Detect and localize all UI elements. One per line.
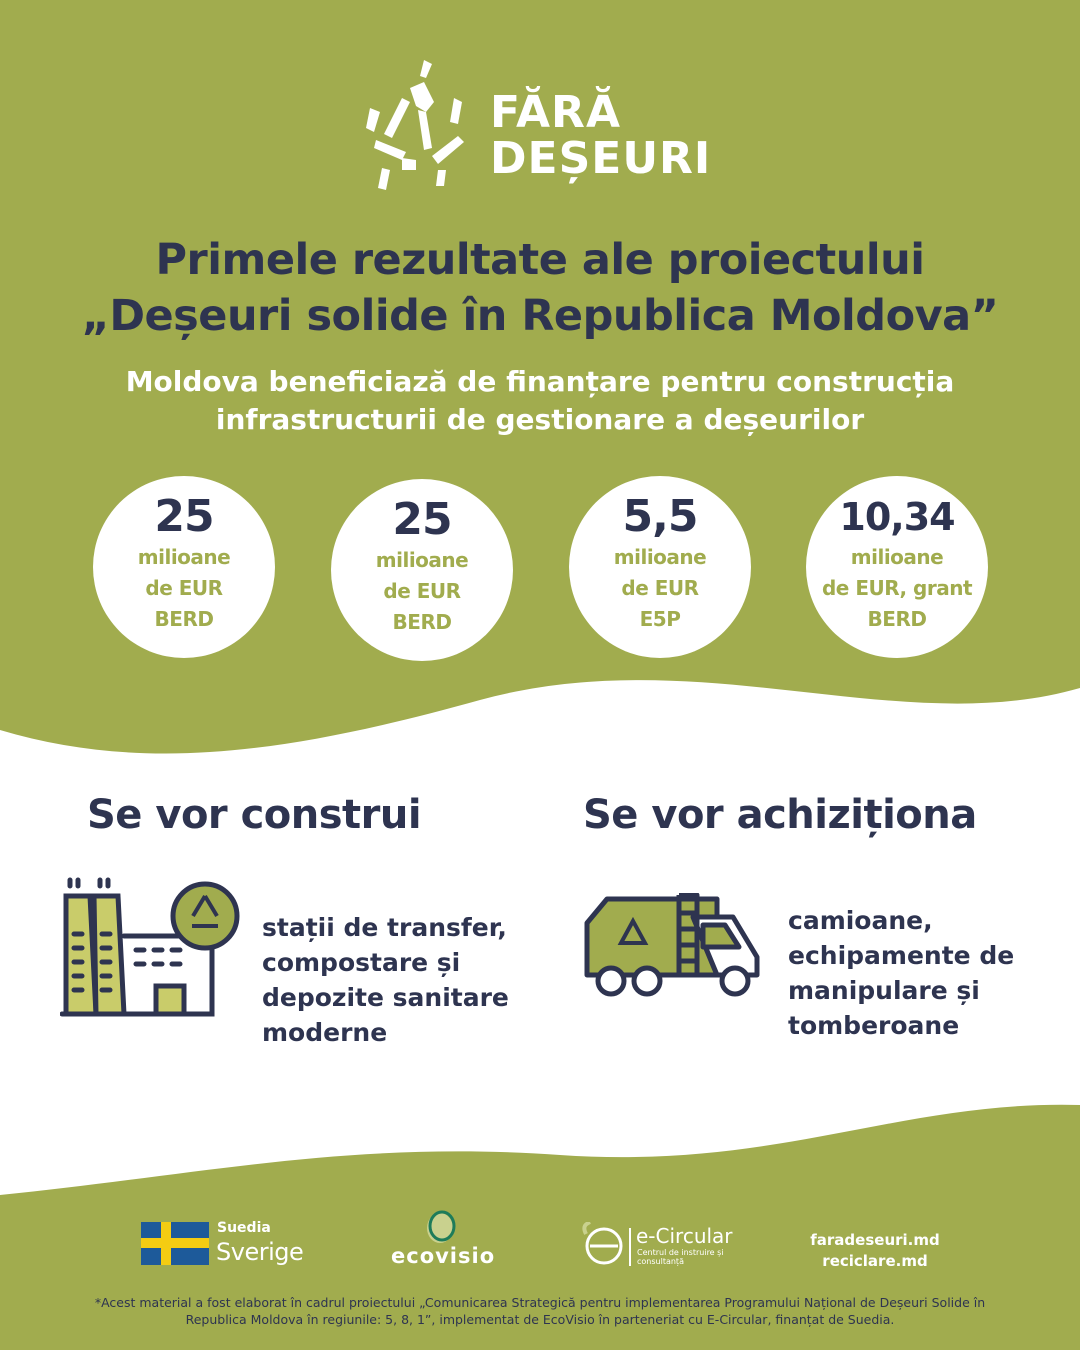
stat-source: BERD	[867, 607, 927, 631]
logo-wordmark: FĂRĂ DEȘEURI	[490, 90, 711, 182]
stat-unit: milioane	[137, 545, 231, 569]
factory-recycle-icon	[60, 877, 240, 1017]
stat-value: 10,34	[839, 495, 955, 539]
desc-line: echipamente de	[788, 941, 1015, 970]
build-description: stații de transfer, compostare și depozi…	[262, 910, 509, 1050]
sweden-label-small: Suedia	[217, 1220, 271, 1236]
garbage-truck-icon	[584, 893, 760, 997]
divider	[629, 1228, 631, 1266]
fara-deseuri-logo-icon	[366, 60, 464, 190]
logo-line-1: FĂRĂ	[490, 87, 621, 138]
stat-currency: de EUR	[145, 576, 223, 600]
title-line-1: Primele rezultate ale proiectului	[155, 235, 925, 285]
acquire-description: camioane, echipamente de manipulare și t…	[788, 903, 1014, 1043]
desc-line: tomberoane	[788, 1011, 960, 1040]
ecovisio-logo-text: ecovisio	[391, 1244, 496, 1268]
ecircular-tagline: Centrul de instruire și consultanță	[637, 1248, 724, 1266]
tagline-line: consultanță	[637, 1257, 684, 1266]
stat-circle: 25 milioane de EUR BERD	[93, 476, 275, 658]
link-faradeseuri[interactable]: faradeseuri.md	[810, 1231, 940, 1249]
link-reciclare[interactable]: reciclare.md	[822, 1252, 928, 1270]
website-links: faradeseuri.md reciclare.md	[790, 1230, 960, 1272]
stat-value: 25	[154, 491, 214, 542]
footnote-line-2: Republica Moldova în regiunile: 5, 8, 1”…	[185, 1312, 895, 1327]
stat-currency: de EUR, grant	[821, 576, 973, 600]
subtitle-line-1: Moldova beneficiază de finanțare pentru …	[125, 365, 955, 398]
desc-line: depozite sanitare	[262, 983, 509, 1012]
stat-source: BERD	[392, 610, 452, 634]
acquire-heading: Se vor achiziționa	[583, 792, 977, 838]
stat-unit: milioane	[850, 545, 944, 569]
stat-circle: 5,5 milioane de EUR E5P	[569, 476, 751, 658]
desc-line: stații de transfer,	[262, 913, 507, 942]
desc-line: compostare și	[262, 948, 461, 977]
stat-source: E5P	[639, 607, 681, 631]
stat-unit: milioane	[613, 545, 707, 569]
stat-value: 25	[392, 494, 452, 545]
logo-line-2: DEȘEURI	[490, 133, 712, 184]
sweden-label-big: Sverige	[216, 1238, 304, 1266]
title-line-2: „Deșeuri solide în Republica Moldova”	[81, 291, 999, 341]
ecircular-logo-icon	[582, 1222, 623, 1265]
stat-value: 5,5	[622, 491, 699, 542]
tagline-line: Centrul de instruire și	[637, 1248, 724, 1257]
page-title: Primele rezultate ale proiectului „Deșeu…	[0, 232, 1080, 344]
desc-line: moderne	[262, 1018, 388, 1047]
stat-circle: 10,34 milioane de EUR, grant BERD	[806, 476, 988, 658]
stat-circle: 25 milioane de EUR BERD	[331, 479, 513, 661]
subtitle: Moldova beneficiază de finanțare pentru …	[0, 363, 1080, 439]
footnote-line-1: *Acest material a fost elaborat în cadru…	[94, 1295, 986, 1310]
desc-line: manipulare și	[788, 976, 980, 1005]
ecovisio-logo-icon	[427, 1210, 456, 1243]
stat-source: BERD	[154, 607, 214, 631]
stat-currency: de EUR	[621, 576, 699, 600]
footnote: *Acest material a fost elaborat în cadru…	[0, 1294, 1080, 1328]
stat-currency: de EUR	[383, 579, 461, 603]
build-heading: Se vor construi	[87, 792, 422, 838]
ecircular-name: e-Circular	[636, 1224, 733, 1248]
stat-unit: milioane	[375, 548, 469, 572]
desc-line: camioane,	[788, 906, 933, 935]
sweden-flag-icon	[141, 1222, 209, 1265]
subtitle-line-2: infrastructurii de gestionare a deșeuril…	[215, 403, 865, 436]
